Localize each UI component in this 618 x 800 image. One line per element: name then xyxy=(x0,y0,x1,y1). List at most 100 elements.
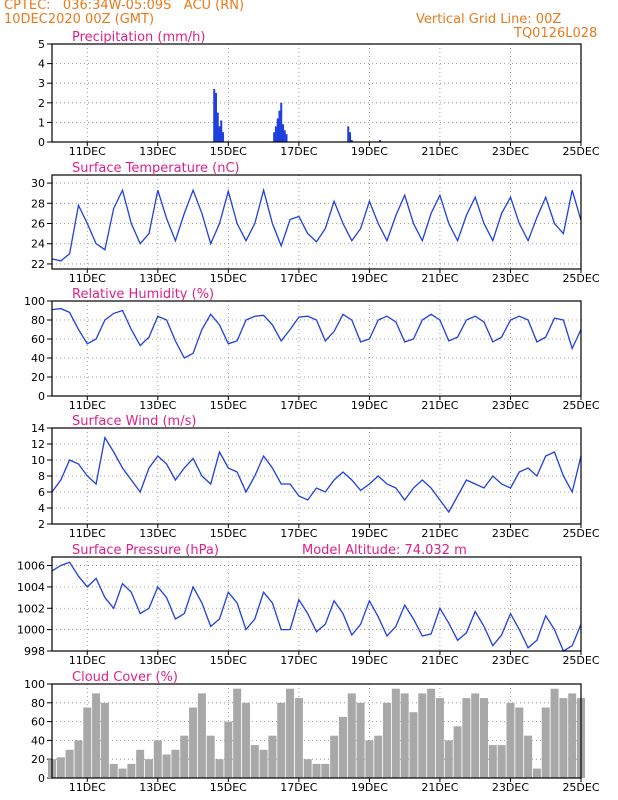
pressure-xtick-label: 15DEC xyxy=(210,654,247,667)
wind-xtick-label: 19DEC xyxy=(351,527,388,540)
wind-frame xyxy=(51,427,582,525)
temperature-title: Surface Temperature (nC) xyxy=(72,161,240,176)
humidity-xtick-label: 13DEC xyxy=(139,399,176,412)
precipitation-bar xyxy=(214,93,217,142)
humidity-xtick-label: 11DEC xyxy=(69,399,106,412)
precipitation-bar xyxy=(273,132,276,142)
cloud-cover-xtick-label: 17DEC xyxy=(280,781,317,794)
cloud-cover-bar xyxy=(250,745,259,778)
cloud-cover-bar xyxy=(471,693,480,778)
precipitation-bar xyxy=(280,102,283,142)
pressure-ytick-label: 1006 xyxy=(17,560,45,573)
cloud-cover-bar xyxy=(550,688,559,778)
cloud-cover-bar xyxy=(409,712,418,778)
cloud-cover-bar xyxy=(65,749,74,778)
wind-ytick-label: 2 xyxy=(38,518,45,531)
cloud-cover-bar xyxy=(56,757,65,778)
cloud-cover-bar xyxy=(136,749,145,778)
precipitation-bar xyxy=(220,120,223,142)
cloud-cover-ytick-label: 40 xyxy=(31,734,45,747)
wind-xtick-label: 21DEC xyxy=(421,527,458,540)
cloud-cover-bar xyxy=(497,745,506,778)
cloud-cover-bar xyxy=(365,740,374,778)
temperature-xtick-label: 23DEC xyxy=(492,272,529,285)
precipitation-xtick-label: 13DEC xyxy=(139,145,176,158)
precipitation-xtick-label: 23DEC xyxy=(492,145,529,158)
precipitation-xtick-label: 21DEC xyxy=(421,145,458,158)
pressure-xtick-label: 25DEC xyxy=(562,654,599,667)
precipitation-bar xyxy=(216,112,219,142)
temperature-xtick-label: 15DEC xyxy=(210,272,247,285)
precipitation-frame xyxy=(51,43,582,143)
cloud-cover-bar xyxy=(541,707,550,778)
cloud-cover-bar xyxy=(303,759,312,778)
precipitation-bar xyxy=(213,89,216,142)
cloud-cover-bar xyxy=(506,702,515,778)
humidity-xtick-label: 19DEC xyxy=(351,399,388,412)
precipitation-xtick-label: 17DEC xyxy=(280,145,317,158)
wind-xtick-label: 13DEC xyxy=(139,527,176,540)
grid-line-label: Vertical Grid Line: 00Z xyxy=(416,12,562,27)
cloud-cover-bar xyxy=(347,693,356,778)
pressure-ytick-label: 1002 xyxy=(17,602,45,615)
cloud-cover-bar xyxy=(427,688,436,778)
wind-xtick-label: 25DEC xyxy=(562,527,599,540)
cloud-cover-xtick-label: 23DEC xyxy=(492,781,529,794)
precipitation-bar xyxy=(378,140,381,142)
temperature-panel: 22 24 26 28 30 11DEC 13DEC 15DEC 17DEC 19DEC 21DEC… xyxy=(31,161,600,285)
cloud-cover-bar xyxy=(268,735,277,778)
cloud-cover-bar xyxy=(400,693,409,778)
wind-ytick-label: 4 xyxy=(38,502,45,515)
precipitation-bar xyxy=(283,130,286,142)
precipitation-bar xyxy=(347,126,350,142)
cloud-cover-bar xyxy=(286,688,295,778)
cloud-cover-xtick-label: 25DEC xyxy=(562,781,599,794)
wind-title: Surface Wind (m/s) xyxy=(72,414,196,429)
humidity-xtick-label: 25DEC xyxy=(562,399,599,412)
pressure-xtick-label: 11DEC xyxy=(69,654,106,667)
station-header: CPTEC: 036:34W-05:09S ACU (RN) xyxy=(4,0,245,13)
cloud-cover-bar xyxy=(312,763,321,778)
cloud-cover-ytick-label: 80 xyxy=(31,697,45,710)
cloud-cover-bar xyxy=(92,693,101,778)
precipitation-xtick-label: 11DEC xyxy=(69,145,106,158)
precipitation-bar xyxy=(276,118,279,142)
pressure-subtitle: Model Altitude: 74.032 m xyxy=(302,543,467,558)
humidity-xtick-label: 17DEC xyxy=(280,399,317,412)
temperature-frame xyxy=(51,174,582,270)
wind-panel: 2 4 6 8 10 12 14 11DEC 13DEC 15DEC 17DEC 19DEC 21DEC… xyxy=(31,414,600,540)
precipitation-ytick-label: 1 xyxy=(38,116,45,129)
cloud-cover-bar xyxy=(418,693,427,778)
precipitation-bar xyxy=(350,140,353,142)
wind-ytick-label: 14 xyxy=(31,422,45,435)
cloud-cover-bar xyxy=(374,735,383,778)
precipitation-ytick-label: 2 xyxy=(38,97,45,110)
precipitation-bar xyxy=(222,132,225,142)
humidity-xtick-label: 23DEC xyxy=(492,399,529,412)
pressure-panel: 998 1000 1002 1004 1006 11DEC 13DEC 15DEC 17DEC 1… xyxy=(17,543,600,667)
precipitation-ytick-label: 3 xyxy=(38,77,45,90)
pressure-ytick-label: 998 xyxy=(24,645,45,658)
humidity-xtick-label: 21DEC xyxy=(421,399,458,412)
humidity-series-line xyxy=(51,307,582,359)
cloud-cover-bar xyxy=(180,735,189,778)
cloud-cover-bar xyxy=(118,768,127,778)
wind-xtick-label: 11DEC xyxy=(69,527,106,540)
precipitation-bar xyxy=(218,126,221,142)
wind-xtick-label: 23DEC xyxy=(492,527,529,540)
cloud-cover-bar xyxy=(259,749,268,778)
cloud-cover-title: Cloud Cover (%) xyxy=(72,670,178,685)
temperature-xtick-label: 25DEC xyxy=(562,272,599,285)
cloud-cover-bar xyxy=(197,693,206,778)
cloud-cover-bar xyxy=(241,702,250,778)
cloud-cover-bar xyxy=(100,702,109,778)
wind-ytick-label: 10 xyxy=(31,454,45,467)
cloud-cover-bar xyxy=(109,763,118,778)
cloud-cover-bar xyxy=(444,740,453,778)
cloud-cover-bar xyxy=(206,735,215,778)
wind-xtick-label: 15DEC xyxy=(210,527,247,540)
cloud-cover-ytick-label: 0 xyxy=(38,772,45,785)
temperature-xtick-label: 21DEC xyxy=(421,272,458,285)
cloud-cover-bar xyxy=(277,702,286,778)
